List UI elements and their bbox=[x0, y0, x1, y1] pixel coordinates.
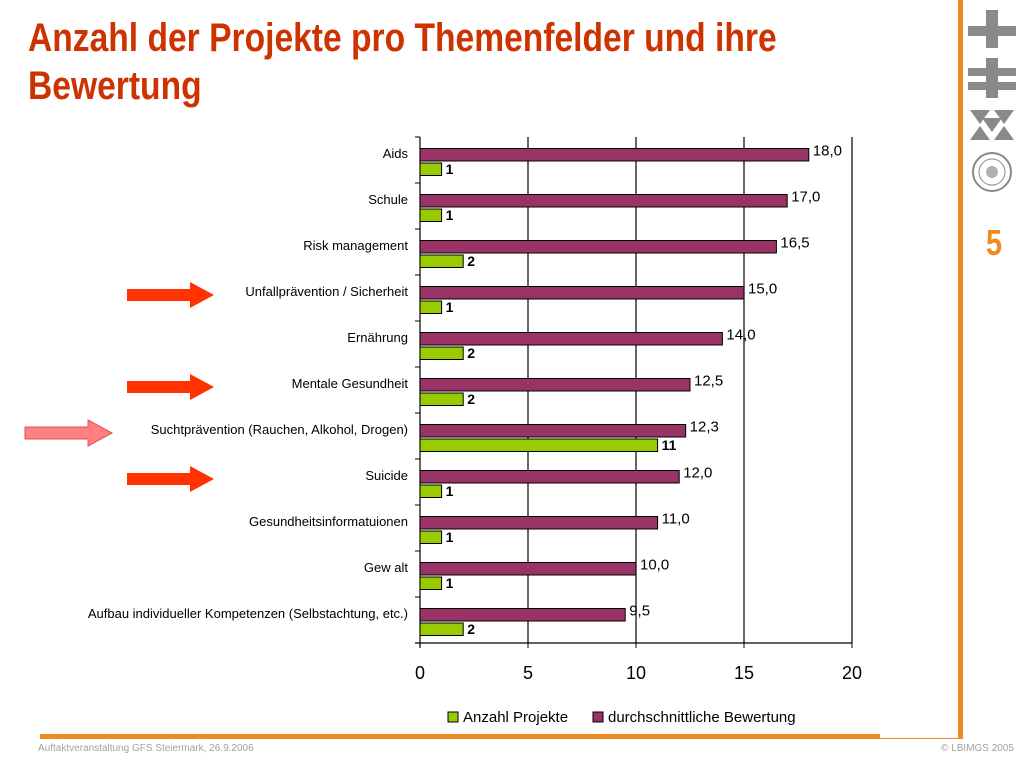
bar-count bbox=[419, 622, 464, 636]
data-label-count: 2 bbox=[467, 345, 475, 361]
footer-copyright: © LBIMGS 2005 bbox=[941, 743, 1014, 754]
bar-rating bbox=[419, 562, 637, 576]
logo-triangles-icon bbox=[970, 110, 1014, 140]
highlight-arrows bbox=[24, 282, 214, 492]
data-label-rating: 12,0 bbox=[683, 465, 712, 482]
data-label-count: 11 bbox=[662, 437, 677, 453]
bar-count bbox=[419, 254, 464, 268]
bar-rating bbox=[419, 608, 626, 622]
category-label: Aufbau individueller Kompetenzen (Selbst… bbox=[88, 606, 408, 621]
category-label: Suchtprävention (Rauchen, Alkohol, Droge… bbox=[151, 422, 408, 437]
x-tick-label: 5 bbox=[523, 663, 533, 683]
legend-label-rating: durchschnittliche Bewertung bbox=[608, 709, 796, 726]
data-label-rating: 17,0 bbox=[791, 189, 820, 206]
data-label-rating: 12,3 bbox=[690, 419, 719, 436]
data-label-rating: 9,5 bbox=[629, 603, 650, 620]
chart-bars bbox=[419, 148, 810, 636]
bar-rating bbox=[419, 516, 659, 530]
bar-count bbox=[419, 392, 464, 406]
data-label-rating: 11,0 bbox=[662, 511, 690, 528]
bar-count bbox=[419, 162, 443, 176]
category-label: Gew alt bbox=[364, 560, 408, 575]
bottom-rule-gap bbox=[880, 730, 958, 738]
data-label-count: 1 bbox=[446, 161, 454, 177]
data-label-rating: 15,0 bbox=[748, 281, 777, 298]
bar-rating bbox=[419, 148, 810, 162]
footer-event-text: Auftaktveranstaltung GFS Steiermark, 26.… bbox=[38, 743, 254, 754]
data-label-count: 2 bbox=[467, 253, 475, 269]
bar-count bbox=[419, 438, 659, 452]
category-label: Unfallprävention / Sicherheit bbox=[245, 284, 408, 299]
x-tick-label: 0 bbox=[415, 663, 425, 683]
page-number: 5 bbox=[985, 222, 1003, 263]
legend-swatch-count bbox=[447, 711, 459, 723]
bar-count bbox=[419, 484, 443, 498]
legend-label-count: Anzahl Projekte bbox=[463, 709, 568, 726]
bar-rating bbox=[419, 240, 777, 254]
data-label-rating: 12,5 bbox=[694, 373, 723, 390]
category-label: Risk management bbox=[303, 238, 408, 253]
bar-rating bbox=[419, 378, 691, 392]
data-label-count: 2 bbox=[467, 391, 475, 407]
bar-count bbox=[419, 300, 443, 314]
bar-count bbox=[419, 576, 443, 590]
bar-rating bbox=[419, 286, 745, 300]
chart-labels: 0 5 10 15 20 18,0 1 Aids 17,0 1 Schule 16,5 2 Risk ma… bbox=[88, 143, 862, 684]
data-label-rating: 16,5 bbox=[780, 235, 809, 252]
data-label-rating: 18,0 bbox=[813, 143, 842, 160]
data-label-count: 1 bbox=[446, 529, 454, 545]
bar-rating bbox=[419, 424, 687, 438]
data-label-rating: 14,0 bbox=[726, 327, 755, 344]
x-tick-label: 15 bbox=[734, 663, 754, 683]
legend-swatch-rating bbox=[592, 711, 604, 723]
data-label-count: 1 bbox=[446, 575, 454, 591]
data-label-count: 1 bbox=[446, 207, 454, 223]
category-label: Mentale Gesundheit bbox=[292, 376, 409, 391]
data-label-count: 1 bbox=[446, 483, 454, 499]
x-tick-label: 10 bbox=[626, 663, 646, 683]
bar-rating bbox=[419, 194, 788, 208]
bar-count bbox=[419, 530, 443, 544]
x-tick-label: 20 bbox=[842, 663, 862, 683]
institute-logo bbox=[968, 10, 1016, 192]
data-label-count: 2 bbox=[467, 621, 475, 637]
chart-legend: Anzahl Projekte durchschnittliche Bewertu… bbox=[447, 709, 796, 726]
bar-count bbox=[419, 346, 464, 360]
category-label: Aids bbox=[383, 146, 409, 161]
right-accent-rule bbox=[958, 0, 963, 738]
data-label-count: 1 bbox=[446, 299, 454, 315]
highlight-arrow-icon bbox=[127, 466, 214, 492]
category-label: Gesundheitsinformatuionen bbox=[249, 514, 408, 529]
logo-cross-icon bbox=[968, 10, 1016, 48]
data-label-rating: 10,0 bbox=[640, 557, 669, 574]
bottom-accent-rule bbox=[40, 734, 963, 739]
bar-count bbox=[419, 208, 443, 222]
slide-title: Anzahl der Projekte pro Themenfelder und… bbox=[28, 16, 777, 108]
bar-rating bbox=[419, 332, 723, 346]
highlight-arrow-icon bbox=[127, 374, 214, 400]
university-seal-icon bbox=[972, 152, 1012, 192]
logo-bars-icon bbox=[968, 58, 1016, 98]
highlight-arrow-light-icon bbox=[24, 419, 114, 447]
category-label: Ernährung bbox=[347, 330, 408, 345]
category-label: Suicide bbox=[365, 468, 408, 483]
highlight-arrow-icon bbox=[127, 282, 214, 308]
category-label: Schule bbox=[368, 192, 408, 207]
bar-rating bbox=[419, 470, 680, 484]
